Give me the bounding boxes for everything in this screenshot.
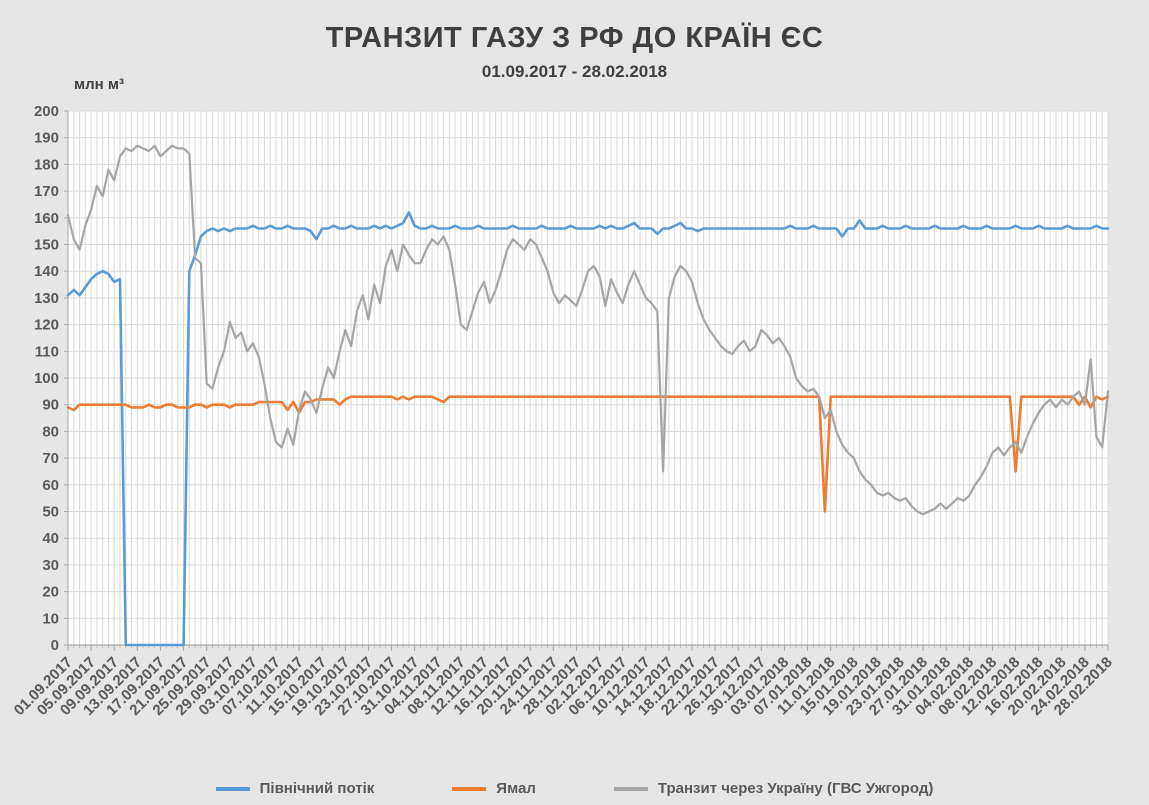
y-tick-label: 50 xyxy=(42,504,59,521)
y-tick-label: 90 xyxy=(42,397,59,414)
y-tick-label: 70 xyxy=(42,450,59,467)
series-line-2 xyxy=(66,144,1110,516)
y-tick-label: 160 xyxy=(34,210,59,227)
y-tick-label: 80 xyxy=(42,423,59,440)
legend-swatch-nord-stream xyxy=(215,786,250,791)
legend-label-ukraine-transit: Транзит через Україну (ГВС Ужгород) xyxy=(657,780,934,797)
chart-subtitle: 01.09.2017 - 28.02.2018 xyxy=(481,62,668,81)
legend-label-nord-stream: Північний потік xyxy=(259,780,375,797)
y-tick-label: 30 xyxy=(42,557,59,574)
legend-item-ukraine-transit: Транзит через Україну (ГВС Ужгород) xyxy=(613,780,934,797)
y-tick-label: 130 xyxy=(34,290,59,307)
y-tick-label: 180 xyxy=(34,156,59,173)
legend-swatch-ukraine-transit xyxy=(613,786,648,791)
legend-item-yamal: Ямал xyxy=(452,780,536,797)
y-tick-label: 170 xyxy=(34,183,59,200)
y-tick-label: 0 xyxy=(51,637,59,654)
y-tick-label: 40 xyxy=(42,530,59,547)
y-tick-label: 110 xyxy=(35,343,59,360)
y-axis-unit-label: млн м³ xyxy=(74,76,124,93)
y-tick-label: 100 xyxy=(34,370,59,387)
y-tick-label: 60 xyxy=(42,477,59,494)
y-tick-label: 10 xyxy=(42,610,59,627)
y-tick-label: 20 xyxy=(42,584,59,601)
legend-swatch-yamal xyxy=(452,786,487,791)
legend-item-nord-stream: Північний потік xyxy=(215,780,375,797)
chart-title: ТРАНЗИТ ГАЗУ З РФ ДО КРАЇН ЄС xyxy=(325,22,824,54)
y-tick-label: 150 xyxy=(34,237,59,254)
chart-legend: Північний потік Ямал Транзит через Украї… xyxy=(0,780,1149,797)
series-line-1 xyxy=(66,395,1110,513)
y-tick-label: 120 xyxy=(34,317,59,334)
series-line-0 xyxy=(66,211,1110,647)
legend-label-yamal: Ямал xyxy=(496,780,536,797)
y-tick-label: 190 xyxy=(34,130,59,147)
y-tick-label: 140 xyxy=(34,263,59,280)
y-tick-label: 200 xyxy=(34,103,59,120)
